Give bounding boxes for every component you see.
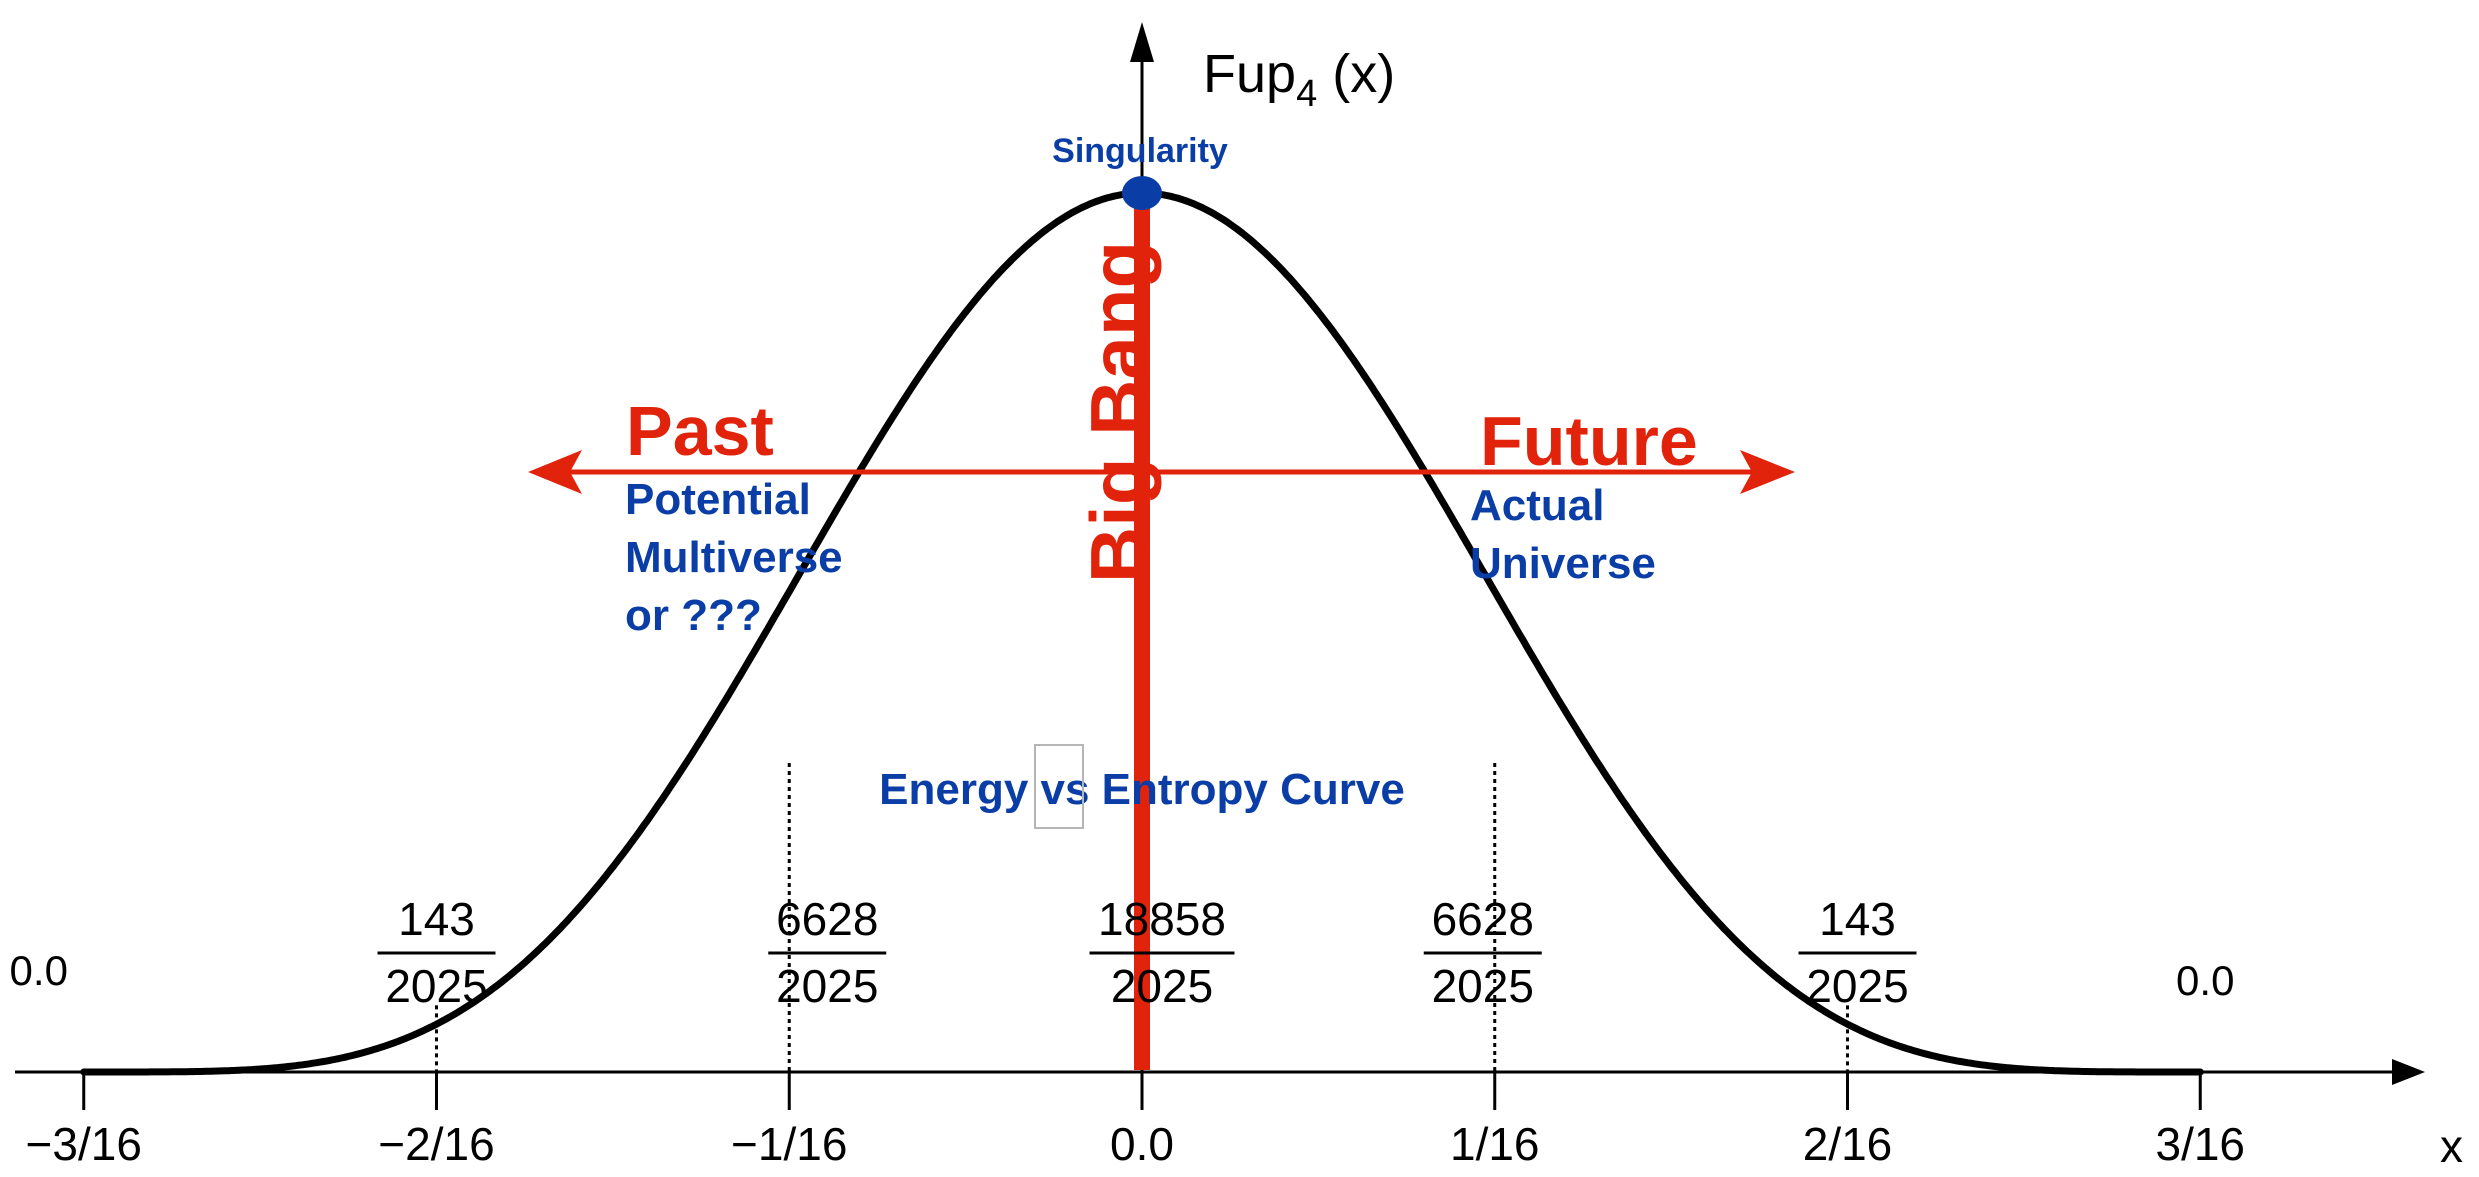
x-axis-ticks: −3/16 −2/16 −1/16 0.0 1/16 2/16 3/16 [26,1070,2245,1170]
x-tick-label-5: 2/16 [1803,1118,1893,1170]
curve-label: Energy vs Entropy Curve [879,765,1405,814]
x-tick-label-1: −2/16 [378,1118,494,1170]
point-value-numerator-2: 6628 [776,893,878,945]
point-value-denominator-1: 2025 [385,960,487,1012]
value-droplines [435,763,1849,1072]
singularity-label: Singularity [1052,132,1228,170]
future-description: Actual Universe [1470,481,1656,588]
past-label: Past [626,392,774,470]
point-value-denominator-2: 2025 [776,960,878,1012]
y-axis-title-main: Fup [1203,44,1296,104]
future-arrowhead [1740,450,1795,494]
point-value-6: 0.0 [2176,957,2234,1004]
past-description-line-3: or ??? [625,591,762,640]
point-value-denominator-5: 2025 [1806,960,1908,1012]
x-axis-title: x [2440,1120,2463,1172]
point-value-numerator-3: 18858 [1098,893,1226,945]
text-cursor-box [1034,744,1084,829]
past-arrowhead [528,450,582,494]
future-description-line-2: Universe [1470,539,1656,588]
x-tick-label-0: −3/16 [26,1118,142,1170]
past-description: Potential Multiverse or ??? [625,475,855,640]
point-value-numerator-5: 143 [1819,893,1896,945]
point-value-denominator-4: 2025 [1432,960,1534,1012]
singularity-point [1122,176,1162,210]
x-axis-arrowhead [2392,1059,2425,1085]
x-tick-label-2: −1/16 [731,1118,847,1170]
point-value-denominator-3: 2025 [1111,960,1213,1012]
point-value-numerator-1: 143 [398,893,475,945]
x-tick-label-4: 1/16 [1450,1118,1540,1170]
y-axis-title: Fup4 (x) [1203,44,1395,115]
big-bang-bar [1134,190,1150,1070]
past-description-line-2: Multiverse [625,533,843,582]
future-label: Future [1480,402,1698,480]
y-axis-title-subscript: 4 [1296,73,1317,115]
past-description-line-1: Potential [625,475,811,524]
future-description-line-1: Actual [1470,481,1604,530]
x-tick-label-3: 0.0 [1110,1118,1174,1170]
point-value-0: 0.0 [10,947,68,994]
point-value-numerator-4: 6628 [1432,893,1534,945]
point-values: 0.0 143 2025 6628 2025 18858 2025 6628 2025 143 20… [10,893,2235,1012]
y-axis-title-argument: (x) [1317,44,1395,104]
x-tick-label-6: 3/16 [2155,1118,2245,1170]
big-bang-label: Big Bang [1074,241,1162,583]
y-axis-arrowhead [1130,22,1154,62]
